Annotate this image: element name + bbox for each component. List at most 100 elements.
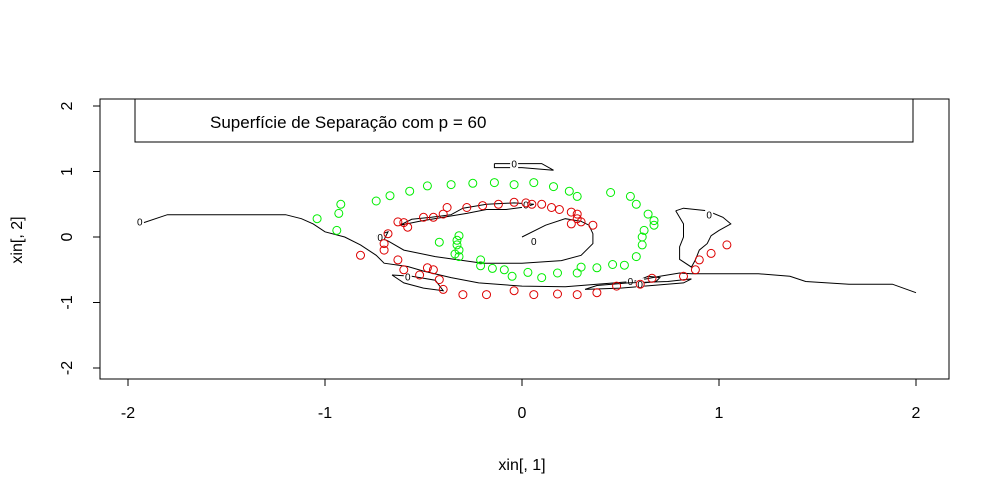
red-class-point [393, 217, 403, 227]
red-class-point [415, 270, 425, 280]
red-class-point [379, 245, 389, 255]
y-tick-label: 0 [59, 232, 76, 241]
green-class-point [631, 252, 641, 262]
red-class-point [458, 290, 468, 300]
contour-label: 0 [531, 237, 537, 248]
red-class-point [428, 265, 438, 275]
contour-label-bg [376, 231, 385, 242]
red-class-point [547, 203, 556, 212]
green-class-point [649, 220, 659, 230]
contour-label: 0 [377, 233, 383, 244]
green-class-point [422, 181, 432, 191]
red-class-point [612, 281, 622, 291]
red-class-point [706, 248, 716, 258]
red-class-point [419, 212, 428, 222]
contour-line [143, 214, 917, 294]
green-class-point [454, 231, 464, 241]
red-class-point [527, 199, 537, 209]
green-class-point [649, 216, 659, 226]
x-tick-label: -1 [318, 405, 332, 422]
red-class-point [722, 240, 732, 250]
red-class-point [576, 217, 586, 227]
y-tick-label: 2 [59, 101, 76, 110]
x-axis: -2 -1 0 1 2 [121, 378, 921, 422]
x-tick-label: -2 [121, 405, 135, 422]
green-class-point [529, 178, 539, 188]
green-class-point [405, 186, 415, 196]
red-class-point [493, 199, 503, 209]
red-class-point [521, 198, 531, 208]
contour-label: 0 [405, 272, 411, 283]
green-class-point [312, 214, 322, 224]
contour-label-bg [135, 215, 144, 227]
contour-line [378, 218, 594, 264]
green-class-point [434, 237, 444, 247]
contour-line [399, 202, 534, 226]
green-class-point [507, 271, 517, 281]
green-class-point [468, 178, 478, 188]
red-class-point [399, 265, 409, 275]
x-tick-label: 1 [715, 405, 724, 422]
green-class-point [553, 268, 562, 278]
green-class-point [452, 240, 462, 250]
data-points [312, 178, 732, 300]
red-class-point [647, 273, 657, 283]
green-class-point [476, 261, 486, 271]
legend-frame [134, 98, 914, 143]
y-axis-label: xin[, 2] [9, 216, 26, 263]
red-class-point [554, 205, 564, 214]
red-class-point [572, 290, 582, 300]
contour-label-bg [636, 278, 645, 290]
green-class-point [487, 263, 497, 273]
red-class-point [529, 290, 539, 300]
contour-line [584, 278, 692, 290]
red-class-point [478, 201, 488, 211]
green-class-point [476, 255, 486, 265]
red-class-point [694, 255, 704, 265]
green-class-point [631, 199, 641, 209]
green-class-point [643, 209, 653, 219]
green-class-point [509, 180, 519, 190]
green-class-point [446, 180, 456, 190]
green-class-point [334, 208, 344, 218]
y-tick-label: -1 [59, 295, 76, 309]
contour-label: 0 [511, 160, 517, 171]
contour-label-bg [529, 234, 538, 246]
contour-label: 0 [637, 280, 643, 291]
red-class-point [679, 271, 688, 281]
red-class-point [462, 203, 472, 212]
green-class-point [619, 260, 629, 270]
y-axis: -2 -1 0 1 2 [59, 101, 101, 375]
green-class-point [608, 260, 618, 269]
red-class-point [566, 219, 576, 229]
green-class-point [371, 196, 381, 206]
green-class-point [564, 186, 574, 196]
green-class-point [637, 240, 647, 250]
red-class-point [482, 290, 491, 300]
legend-box: Superfície de Separação com p = 60 [134, 98, 914, 143]
red-class-point [383, 229, 393, 239]
contour-label-bg [403, 270, 412, 282]
y-tick-label: 1 [59, 167, 76, 176]
red-class-point [566, 207, 576, 217]
red-class-point [393, 255, 403, 265]
red-class-point [635, 279, 645, 289]
green-class-point [606, 188, 616, 197]
green-class-point [499, 265, 509, 275]
green-class-point [385, 191, 395, 201]
red-class-point [537, 199, 547, 209]
contour-label-bg [626, 274, 635, 286]
green-class-point [572, 268, 582, 278]
red-class-point [442, 203, 452, 212]
red-class-point [379, 239, 389, 249]
green-class-point [576, 262, 586, 272]
red-class-point [588, 220, 598, 230]
red-class-point [438, 209, 448, 219]
green-class-point [537, 273, 547, 283]
red-class-point [572, 209, 582, 219]
red-class-point [403, 222, 413, 232]
contour-label: 0 [523, 200, 529, 211]
green-class-point [592, 263, 602, 273]
green-class-point [523, 267, 533, 277]
